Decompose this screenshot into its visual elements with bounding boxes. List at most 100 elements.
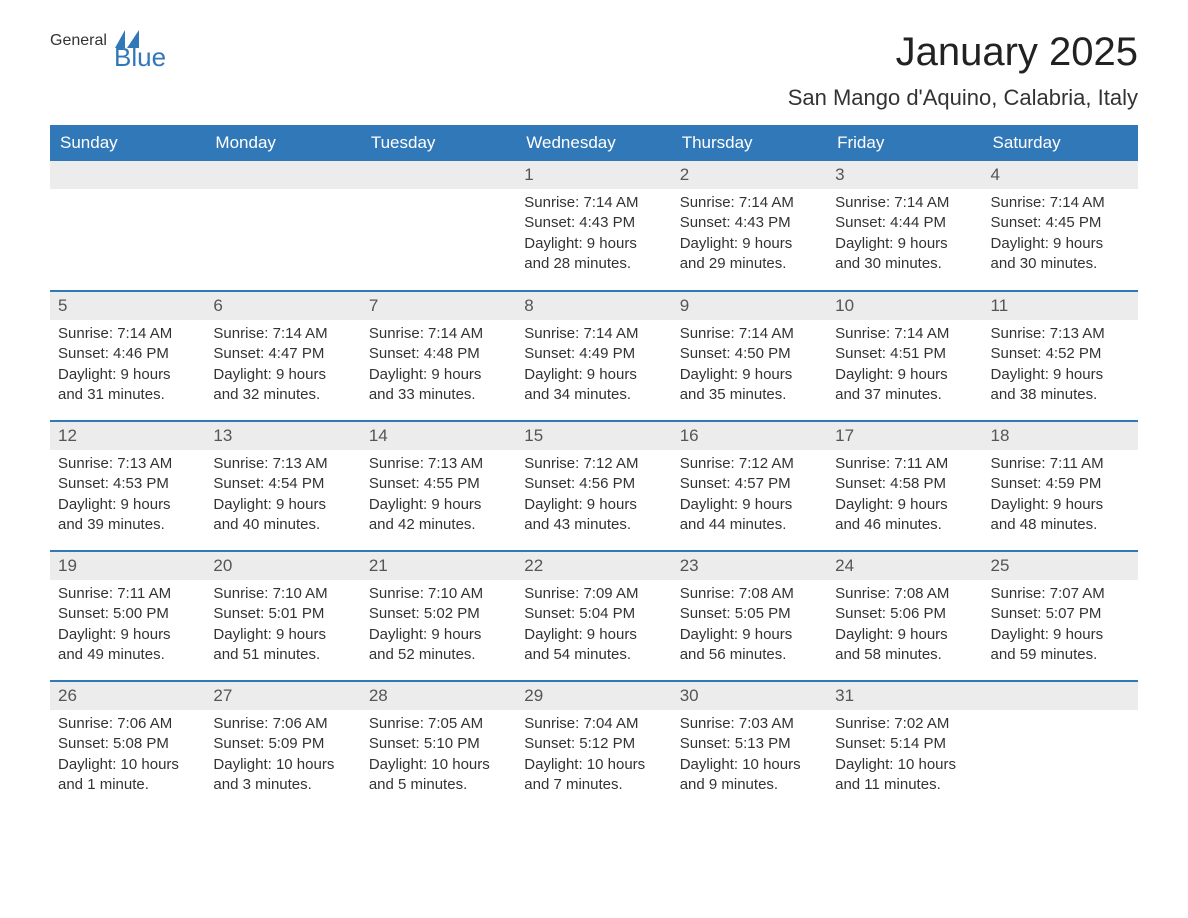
day-number: 29 [516,682,671,710]
calendar-week: 1Sunrise: 7:14 AMSunset: 4:43 PMDaylight… [50,161,1138,291]
daylight-text: Daylight: 9 hours and 52 minutes. [369,625,508,666]
day-number: 3 [827,161,982,189]
calendar-cell: 22Sunrise: 7:09 AMSunset: 5:04 PMDayligh… [516,551,671,681]
daylight-text: Daylight: 9 hours and 42 minutes. [369,495,508,536]
daylight-text: Daylight: 9 hours and 39 minutes. [58,495,197,536]
sunrise-text: Sunrise: 7:13 AM [213,454,352,474]
calendar-cell: 4Sunrise: 7:14 AMSunset: 4:45 PMDaylight… [983,161,1138,291]
sunset-text: Sunset: 5:05 PM [680,604,819,624]
header: General Blue January 2025 [50,30,1138,75]
sunrise-text: Sunrise: 7:11 AM [991,454,1130,474]
daylight-text: Daylight: 9 hours and 31 minutes. [58,365,197,406]
sunrise-text: Sunrise: 7:14 AM [680,193,819,213]
day-number [361,161,516,189]
logo-text-general: General [50,32,107,49]
calendar-cell [983,681,1138,811]
day-header: Friday [827,125,982,161]
day-number: 7 [361,292,516,320]
location-subtitle: San Mango d'Aquino, Calabria, Italy [50,85,1138,111]
day-body: Sunrise: 7:03 AMSunset: 5:13 PMDaylight:… [672,710,827,805]
day-body: Sunrise: 7:14 AMSunset: 4:43 PMDaylight:… [516,189,671,284]
sunset-text: Sunset: 4:43 PM [524,213,663,233]
day-body: Sunrise: 7:10 AMSunset: 5:01 PMDaylight:… [205,580,360,675]
sunset-text: Sunset: 5:00 PM [58,604,197,624]
calendar-cell: 31Sunrise: 7:02 AMSunset: 5:14 PMDayligh… [827,681,982,811]
calendar-cell: 19Sunrise: 7:11 AMSunset: 5:00 PMDayligh… [50,551,205,681]
sunrise-text: Sunrise: 7:08 AM [835,584,974,604]
day-body: Sunrise: 7:05 AMSunset: 5:10 PMDaylight:… [361,710,516,805]
day-body: Sunrise: 7:09 AMSunset: 5:04 PMDaylight:… [516,580,671,675]
calendar-cell: 5Sunrise: 7:14 AMSunset: 4:46 PMDaylight… [50,291,205,421]
day-number: 11 [983,292,1138,320]
day-number: 8 [516,292,671,320]
day-number: 22 [516,552,671,580]
daylight-text: Daylight: 9 hours and 29 minutes. [680,234,819,275]
calendar-cell [50,161,205,291]
day-body: Sunrise: 7:06 AMSunset: 5:08 PMDaylight:… [50,710,205,805]
calendar-cell: 24Sunrise: 7:08 AMSunset: 5:06 PMDayligh… [827,551,982,681]
sunset-text: Sunset: 5:02 PM [369,604,508,624]
sunrise-text: Sunrise: 7:06 AM [213,714,352,734]
daylight-text: Daylight: 9 hours and 32 minutes. [213,365,352,406]
day-number: 23 [672,552,827,580]
sunrise-text: Sunrise: 7:14 AM [524,324,663,344]
sunrise-text: Sunrise: 7:12 AM [680,454,819,474]
day-body: Sunrise: 7:04 AMSunset: 5:12 PMDaylight:… [516,710,671,805]
daylight-text: Daylight: 9 hours and 56 minutes. [680,625,819,666]
day-number: 17 [827,422,982,450]
day-number [983,682,1138,710]
day-number: 2 [672,161,827,189]
sunrise-text: Sunrise: 7:07 AM [991,584,1130,604]
sunset-text: Sunset: 5:09 PM [213,734,352,754]
calendar-cell: 13Sunrise: 7:13 AMSunset: 4:54 PMDayligh… [205,421,360,551]
calendar-cell: 29Sunrise: 7:04 AMSunset: 5:12 PMDayligh… [516,681,671,811]
calendar-cell [361,161,516,291]
calendar-cell: 15Sunrise: 7:12 AMSunset: 4:56 PMDayligh… [516,421,671,551]
calendar-week: 19Sunrise: 7:11 AMSunset: 5:00 PMDayligh… [50,551,1138,681]
day-number: 15 [516,422,671,450]
sunrise-text: Sunrise: 7:04 AM [524,714,663,734]
day-body: Sunrise: 7:13 AMSunset: 4:54 PMDaylight:… [205,450,360,545]
sunset-text: Sunset: 5:07 PM [991,604,1130,624]
day-body: Sunrise: 7:14 AMSunset: 4:48 PMDaylight:… [361,320,516,415]
sunset-text: Sunset: 4:54 PM [213,474,352,494]
daylight-text: Daylight: 10 hours and 1 minute. [58,755,197,796]
daylight-text: Daylight: 10 hours and 3 minutes. [213,755,352,796]
calendar-cell: 10Sunrise: 7:14 AMSunset: 4:51 PMDayligh… [827,291,982,421]
sunrise-text: Sunrise: 7:13 AM [991,324,1130,344]
sunset-text: Sunset: 4:48 PM [369,344,508,364]
sunset-text: Sunset: 4:57 PM [680,474,819,494]
calendar-cell: 25Sunrise: 7:07 AMSunset: 5:07 PMDayligh… [983,551,1138,681]
day-body: Sunrise: 7:11 AMSunset: 5:00 PMDaylight:… [50,580,205,675]
daylight-text: Daylight: 9 hours and 30 minutes. [991,234,1130,275]
day-number: 20 [205,552,360,580]
calendar-cell: 30Sunrise: 7:03 AMSunset: 5:13 PMDayligh… [672,681,827,811]
calendar-cell: 6Sunrise: 7:14 AMSunset: 4:47 PMDaylight… [205,291,360,421]
day-header: Monday [205,125,360,161]
daylight-text: Daylight: 10 hours and 5 minutes. [369,755,508,796]
sunrise-text: Sunrise: 7:14 AM [835,324,974,344]
daylight-text: Daylight: 10 hours and 11 minutes. [835,755,974,796]
day-number: 30 [672,682,827,710]
day-number: 16 [672,422,827,450]
daylight-text: Daylight: 9 hours and 54 minutes. [524,625,663,666]
sunrise-text: Sunrise: 7:08 AM [680,584,819,604]
day-number: 6 [205,292,360,320]
sunset-text: Sunset: 4:43 PM [680,213,819,233]
day-number: 5 [50,292,205,320]
day-number: 28 [361,682,516,710]
calendar-cell: 26Sunrise: 7:06 AMSunset: 5:08 PMDayligh… [50,681,205,811]
day-number: 19 [50,552,205,580]
daylight-text: Daylight: 9 hours and 40 minutes. [213,495,352,536]
calendar-cell: 18Sunrise: 7:11 AMSunset: 4:59 PMDayligh… [983,421,1138,551]
sunset-text: Sunset: 5:14 PM [835,734,974,754]
daylight-text: Daylight: 9 hours and 43 minutes. [524,495,663,536]
sunrise-text: Sunrise: 7:02 AM [835,714,974,734]
calendar-cell: 1Sunrise: 7:14 AMSunset: 4:43 PMDaylight… [516,161,671,291]
day-body: Sunrise: 7:11 AMSunset: 4:59 PMDaylight:… [983,450,1138,545]
sunrise-text: Sunrise: 7:12 AM [524,454,663,474]
day-body: Sunrise: 7:14 AMSunset: 4:50 PMDaylight:… [672,320,827,415]
day-body: Sunrise: 7:14 AMSunset: 4:43 PMDaylight:… [672,189,827,284]
sunset-text: Sunset: 4:55 PM [369,474,508,494]
calendar-cell: 16Sunrise: 7:12 AMSunset: 4:57 PMDayligh… [672,421,827,551]
